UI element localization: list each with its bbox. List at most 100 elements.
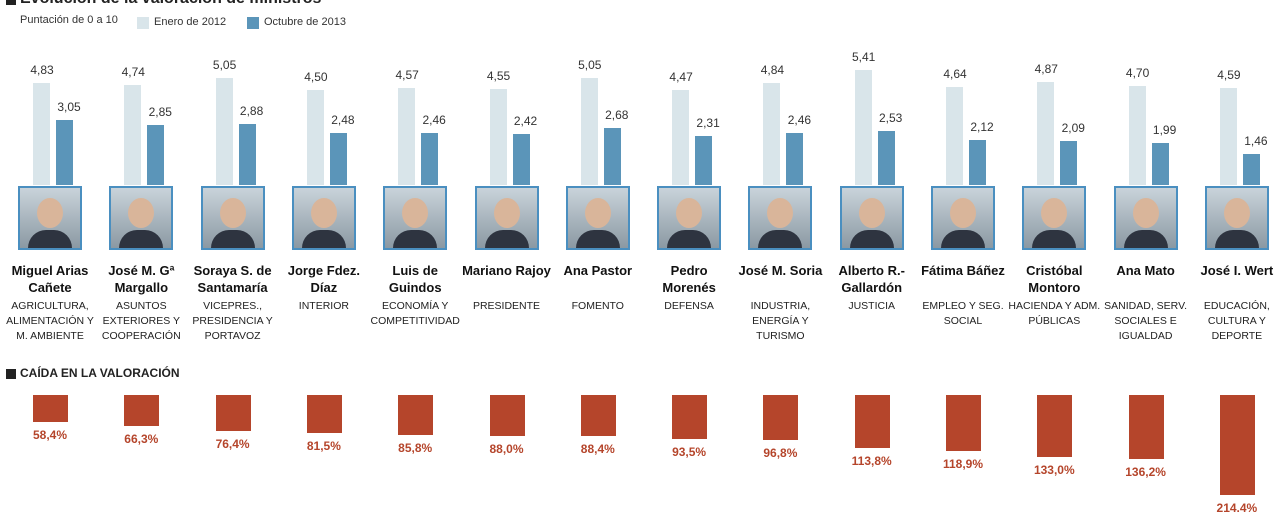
infographic: Evolución de la valoración de ministros … — [0, 0, 1279, 512]
portrait-body — [119, 230, 163, 248]
portrait — [18, 186, 82, 250]
minister-role: HACIENDA Y ADM. PÚBLICAS — [1006, 299, 1102, 329]
bar — [124, 85, 141, 185]
portrait-head — [311, 198, 337, 228]
bar — [946, 395, 981, 451]
value-label: 2,48 — [318, 113, 368, 127]
value-label: 2,31 — [683, 116, 733, 130]
value-label: 5,05 — [200, 58, 250, 72]
portrait-head — [1224, 198, 1250, 228]
value-label: 4,70 — [1113, 66, 1163, 80]
value-label: 2,88 — [227, 104, 277, 118]
value-label: 66,3% — [106, 432, 176, 446]
portrait-body — [211, 230, 255, 248]
value-label: 2,46 — [774, 113, 824, 127]
bar — [330, 133, 347, 185]
portrait-head — [1133, 198, 1159, 228]
value-label: 2,53 — [866, 111, 916, 125]
portrait-body — [1215, 230, 1259, 248]
bar — [513, 134, 530, 185]
minister-name: Miguel Arias Cañete — [5, 262, 95, 296]
minister-role: ASUNTOS EXTERIORES Y COOPERACIÓN — [93, 299, 189, 344]
bar — [695, 136, 712, 185]
bar — [398, 395, 433, 435]
portrait — [657, 186, 721, 250]
portrait-body — [576, 230, 620, 248]
portrait — [383, 186, 447, 250]
bar — [1129, 395, 1164, 459]
portrait — [201, 186, 265, 250]
bar — [124, 395, 159, 426]
value-label: 88,0% — [472, 442, 542, 456]
legend-swatch — [137, 17, 149, 29]
value-label: 1,99 — [1140, 123, 1190, 137]
minister-name: Fátima Báñez — [918, 262, 1008, 279]
bar — [147, 125, 164, 185]
bar — [421, 133, 438, 185]
bar — [672, 90, 689, 185]
bar — [1243, 154, 1260, 185]
portrait-body — [302, 230, 346, 248]
bar — [1152, 143, 1169, 185]
value-label: 214,4% — [1202, 501, 1272, 512]
value-label: 85,8% — [380, 441, 450, 455]
minister-role: VICEPRES., PRESIDENCIA Y PORTAVOZ — [185, 299, 281, 344]
value-label: 1,46 — [1231, 134, 1279, 148]
portrait-body — [758, 230, 802, 248]
minister-name: Jorge Fdez. Díaz — [279, 262, 369, 296]
value-label: 136,2% — [1111, 465, 1181, 479]
bar — [786, 133, 803, 185]
portrait-body — [393, 230, 437, 248]
bar — [855, 70, 872, 185]
value-label: 2,46 — [409, 113, 459, 127]
minister-role: SANIDAD, SERV. SOCIALES E IGUALDAD — [1098, 299, 1194, 344]
value-label: 88,4% — [563, 442, 633, 456]
minister-name: José M. Soria — [735, 262, 825, 279]
bar — [216, 78, 233, 185]
value-label: 4,47 — [656, 70, 706, 84]
minister-name: José M. Gª Margallo — [96, 262, 186, 296]
portrait-body — [667, 230, 711, 248]
value-label: 2,85 — [135, 105, 185, 119]
legend-label: Octubre de 2013 — [264, 16, 346, 28]
portrait — [1022, 186, 1086, 250]
portrait — [1205, 186, 1269, 250]
value-label: 3,05 — [44, 100, 94, 114]
portrait — [475, 186, 539, 250]
bar — [307, 90, 324, 185]
portrait — [840, 186, 904, 250]
minister-name: Ana Mato — [1101, 262, 1191, 279]
minister-name: Ana Pastor — [553, 262, 643, 279]
title-marker — [6, 0, 16, 5]
portrait-head — [767, 198, 793, 228]
legend-swatch — [247, 17, 259, 29]
bar — [969, 140, 986, 185]
minister-name: Luis de Guindos — [370, 262, 460, 296]
portrait-head — [494, 198, 520, 228]
value-label: 2,42 — [501, 114, 551, 128]
minister-role: EMPLEO Y SEG. SOCIAL — [915, 299, 1011, 329]
portrait — [1114, 186, 1178, 250]
portrait-head — [402, 198, 428, 228]
bar — [33, 395, 68, 422]
portrait-head — [220, 198, 246, 228]
portrait-head — [128, 198, 154, 228]
portrait-body — [941, 230, 985, 248]
bar — [672, 395, 707, 439]
value-label: 4,50 — [291, 70, 341, 84]
portrait — [109, 186, 173, 250]
portrait — [566, 186, 630, 250]
minister-name: Soraya S. de Santamaría — [188, 262, 278, 296]
bar — [307, 395, 342, 433]
minister-role: FOMENTO — [550, 299, 646, 314]
value-label: 113,8% — [837, 454, 907, 468]
minister-name: Alberto R.-Gallardón — [827, 262, 917, 296]
portrait-body — [1124, 230, 1168, 248]
minister-role: AGRICULTURA, ALIMENTACIÓN Y M. AMBIENTE — [2, 299, 98, 344]
minister-role: EDUCACIÓN, CULTURA Y DEPORTE — [1189, 299, 1279, 344]
section-title: CAÍDA EN LA VALORACIÓN — [20, 366, 180, 380]
minister-role: INDUSTRIA, ENERGÍA Y TURISMO — [732, 299, 828, 344]
portrait-head — [676, 198, 702, 228]
bar — [763, 395, 798, 440]
value-label: 4,55 — [474, 69, 524, 83]
